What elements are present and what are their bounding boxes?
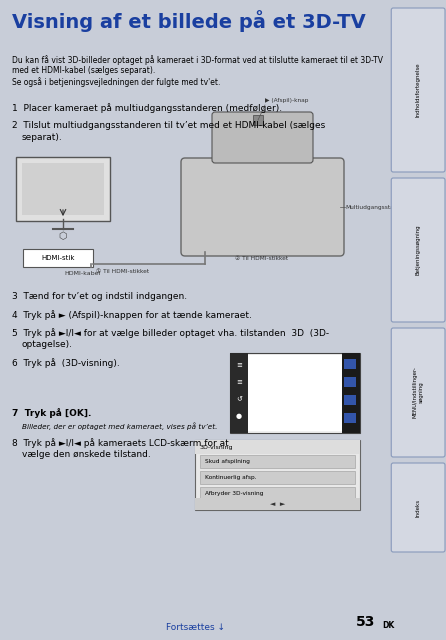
Bar [230,353,248,433]
Text: MENU/Indstillinger-
søgning: MENU/Indstillinger- søgning [413,367,424,419]
FancyBboxPatch shape [181,158,344,256]
Text: ≡: ≡ [236,379,242,385]
Text: 4  Tryk på ► (Afspil)-knappen for at tænde kameraet.: 4 Tryk på ► (Afspil)-knappen for at tænd… [12,310,252,320]
Text: Fortsættes ↓: Fortsættes ↓ [165,623,225,632]
Text: ▶ (Afspil)-knap: ▶ (Afspil)-knap [265,98,309,103]
Text: 3  Tænd for tv’et og indstil indgangen.: 3 Tænd for tv’et og indstil indgangen. [12,292,187,301]
FancyBboxPatch shape [391,8,445,172]
Bar [0,0,390,38]
Text: separat).: separat). [22,133,63,142]
Text: Indeks: Indeks [416,499,421,516]
Text: Multiudgangsstander: Multiudgangsstander [345,205,407,209]
Text: 6  Tryk på  (3D-visning).: 6 Tryk på (3D-visning). [12,358,120,368]
Text: ↺: ↺ [236,396,242,402]
Text: ① Til HDMI-stikket: ① Til HDMI-stikket [96,269,149,274]
Bar [253,115,263,125]
Bar [200,455,355,468]
Text: optagelse).: optagelse). [22,340,73,349]
Text: 1  Placer kameraet på multiudgangsstanderen (medfølger).: 1 Placer kameraet på multiudgangsstander… [12,103,282,113]
Bar [195,498,360,510]
Bar [344,395,356,405]
Text: Indholdsfortegnelse: Indholdsfortegnelse [416,63,421,117]
FancyBboxPatch shape [391,178,445,322]
Bar [344,359,356,369]
Text: 7  Tryk på [OK].: 7 Tryk på [OK]. [12,408,91,418]
Text: HDMI-kabel: HDMI-kabel [65,271,101,276]
Text: 5  Tryk på ►I/I◄ for at vælge billeder optaget vha. tilstanden  3D  (3D-: 5 Tryk på ►I/I◄ for at vælge billeder op… [12,328,329,338]
Bar [230,353,360,433]
Bar [342,353,360,433]
Bar [248,355,342,431]
Bar [200,487,355,500]
Text: ◄  ►: ◄ ► [270,501,285,507]
FancyBboxPatch shape [391,328,445,457]
Bar [195,440,360,454]
Text: Betjeningssøgning: Betjeningssøgning [416,225,421,275]
Text: Billeder, der er optaget med kameraet, vises på tv’et.: Billeder, der er optaget med kameraet, v… [22,422,217,429]
Text: ② Til HDMI-stikket: ② Til HDMI-stikket [235,256,288,261]
Text: Se også i betjeningsvejledningen der fulgte med tv'et.: Se også i betjeningsvejledningen der ful… [12,77,220,87]
Text: 8  Tryk på ►I/I◄ på kameraets LCD-skærm for at: 8 Tryk på ►I/I◄ på kameraets LCD-skærm f… [12,438,229,448]
FancyBboxPatch shape [16,157,110,221]
Text: Afbryder 3D-visning: Afbryder 3D-visning [205,490,264,495]
Text: 3D-visning: 3D-visning [200,445,234,449]
Text: ●: ● [236,413,242,419]
FancyBboxPatch shape [212,112,313,163]
FancyBboxPatch shape [391,463,445,552]
Text: Du kan få vist 3D-billeder optaget på kameraet i 3D-format ved at tilslutte kame: Du kan få vist 3D-billeder optaget på ka… [12,55,383,65]
Text: 53: 53 [356,615,375,629]
Text: 2  Tilslut multiudgangsstanderen til tv’et med et HDMI-kabel (sælges: 2 Tilslut multiudgangsstanderen til tv’e… [12,121,325,130]
Text: ≡: ≡ [236,362,242,368]
Bar [200,471,355,484]
Text: med et HDMI-kabel (sælges separat).: med et HDMI-kabel (sælges separat). [12,66,155,75]
Text: Kontinuerlig afsp.: Kontinuerlig afsp. [205,474,256,479]
Bar [22,163,104,215]
Text: ⬡: ⬡ [59,231,67,241]
Bar [23,249,93,267]
Bar [195,440,360,510]
Bar [344,377,356,387]
Text: Skud afspilning: Skud afspilning [205,458,250,463]
Text: vælge den ønskede tilstand.: vælge den ønskede tilstand. [22,450,151,459]
Text: DK: DK [382,621,395,630]
Bar [344,413,356,423]
Text: Visning af et billede på et 3D-TV: Visning af et billede på et 3D-TV [12,10,366,32]
Text: HDMI-stik: HDMI-stik [41,255,75,261]
